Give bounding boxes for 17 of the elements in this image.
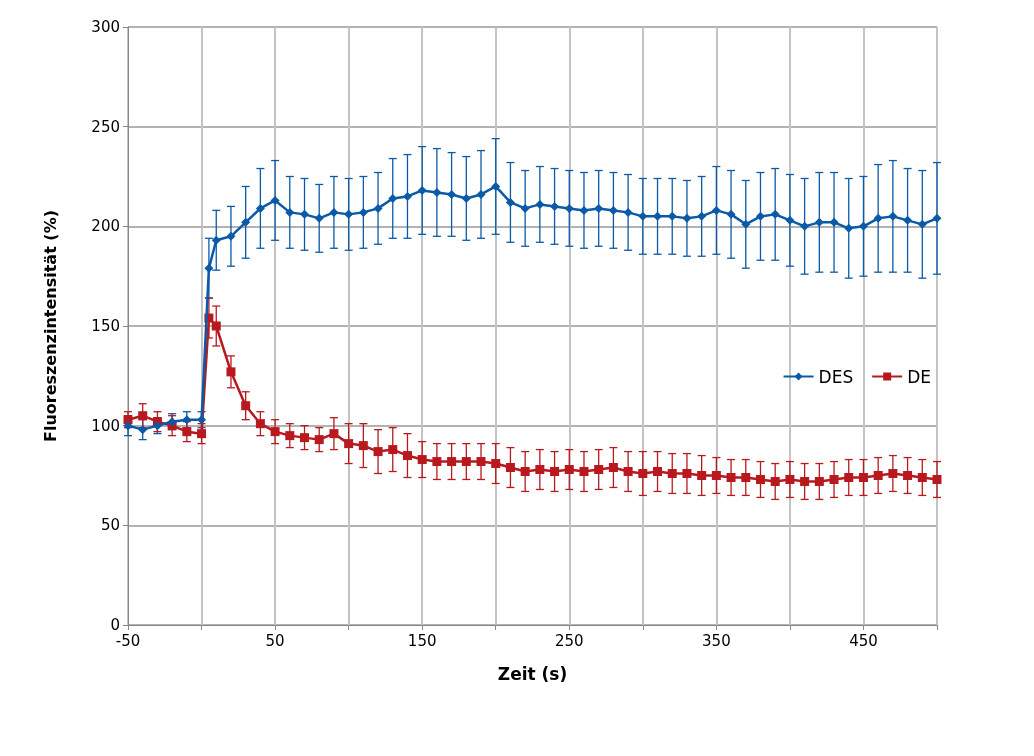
x-axis-title: Zeit (s) [497,663,568,684]
x-tick-label: 450 [849,631,878,650]
y-tick-label: 150 [91,317,120,335]
x-tick-label: 350 [702,631,731,650]
x-tick-label: -50 [115,631,141,650]
x-tick-label: 50 [265,631,285,650]
y-tick-label: 50 [100,516,120,535]
y-axis-title: Fluoreszenzintensität (%) [40,209,60,443]
y-tick-label: 200 [91,217,120,236]
y-tick-label: 100 [91,416,120,435]
x-tick-label: 250 [554,631,584,650]
y-tick-label: 300 [91,18,120,36]
legend-label: DE [907,366,932,387]
y-tick-label: 0 [110,616,120,634]
legend-label: DES [818,366,854,387]
y-tick-label: 250 [91,117,120,136]
x-tick-label: 150 [407,631,437,650]
